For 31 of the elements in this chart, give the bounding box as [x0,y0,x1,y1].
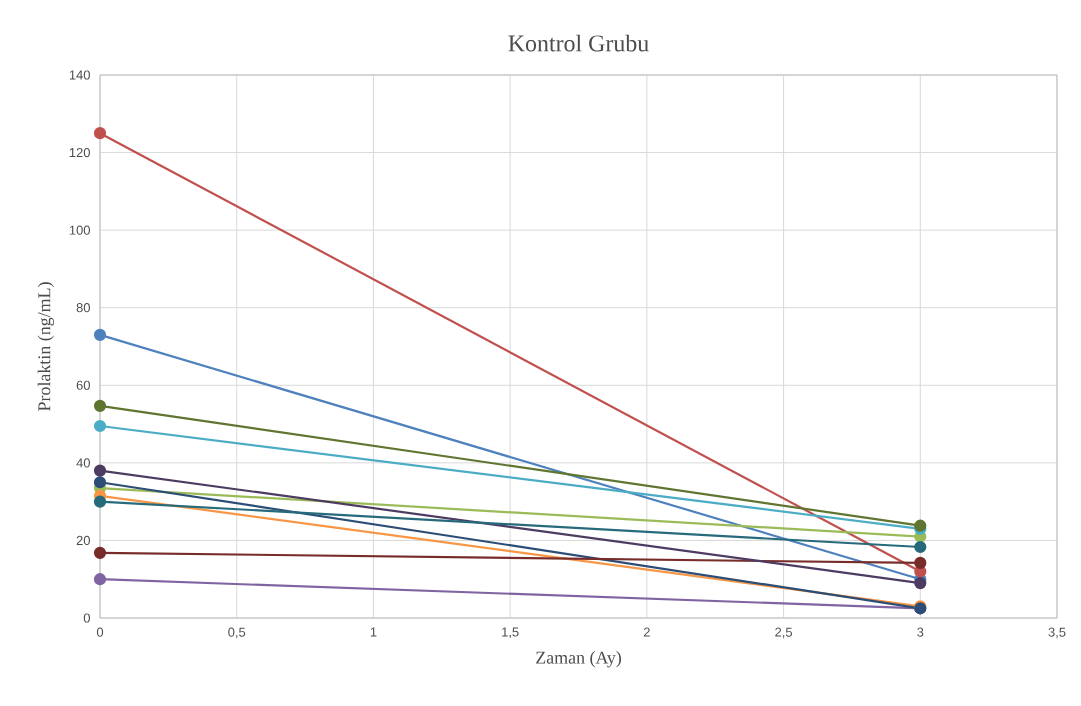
y-tick-label: 80 [76,303,90,313]
point [93,127,107,140]
chart-title: Kontrol Grubu [508,34,649,52]
y-tick-label: 140 [69,70,90,80]
x-tick-label: 1,5 [502,627,519,639]
y-axis-title: Prolaktin (ng/mL) [37,282,55,411]
y-tick-label: 0 [83,613,90,623]
point [93,399,107,412]
x-tick-label: 0 [96,627,104,637]
x-tick-label: 3 [917,627,924,637]
point [914,540,927,554]
x-tick-label: 2 [643,627,650,637]
y-tick-label: 20 [76,535,90,546]
point [93,573,107,586]
point [93,419,107,433]
x-tick-label: 2,5 [775,627,793,639]
point [93,476,107,489]
point [93,328,107,341]
x-tick-label: 1 [370,627,377,637]
y-tick-label: 120 [69,147,90,158]
x-tick-label: 3,5 [1048,627,1066,639]
point [93,495,107,508]
x-tick-label: 0,5 [228,627,246,639]
y-tick-label: 100 [69,225,90,235]
point [93,546,107,559]
y-tick-label: 60 [76,380,90,390]
point [914,556,927,570]
point [93,464,107,477]
x-axis-title: Zaman (Ay) [536,651,621,668]
y-tick-label: 40 [76,458,90,468]
point [914,576,927,590]
